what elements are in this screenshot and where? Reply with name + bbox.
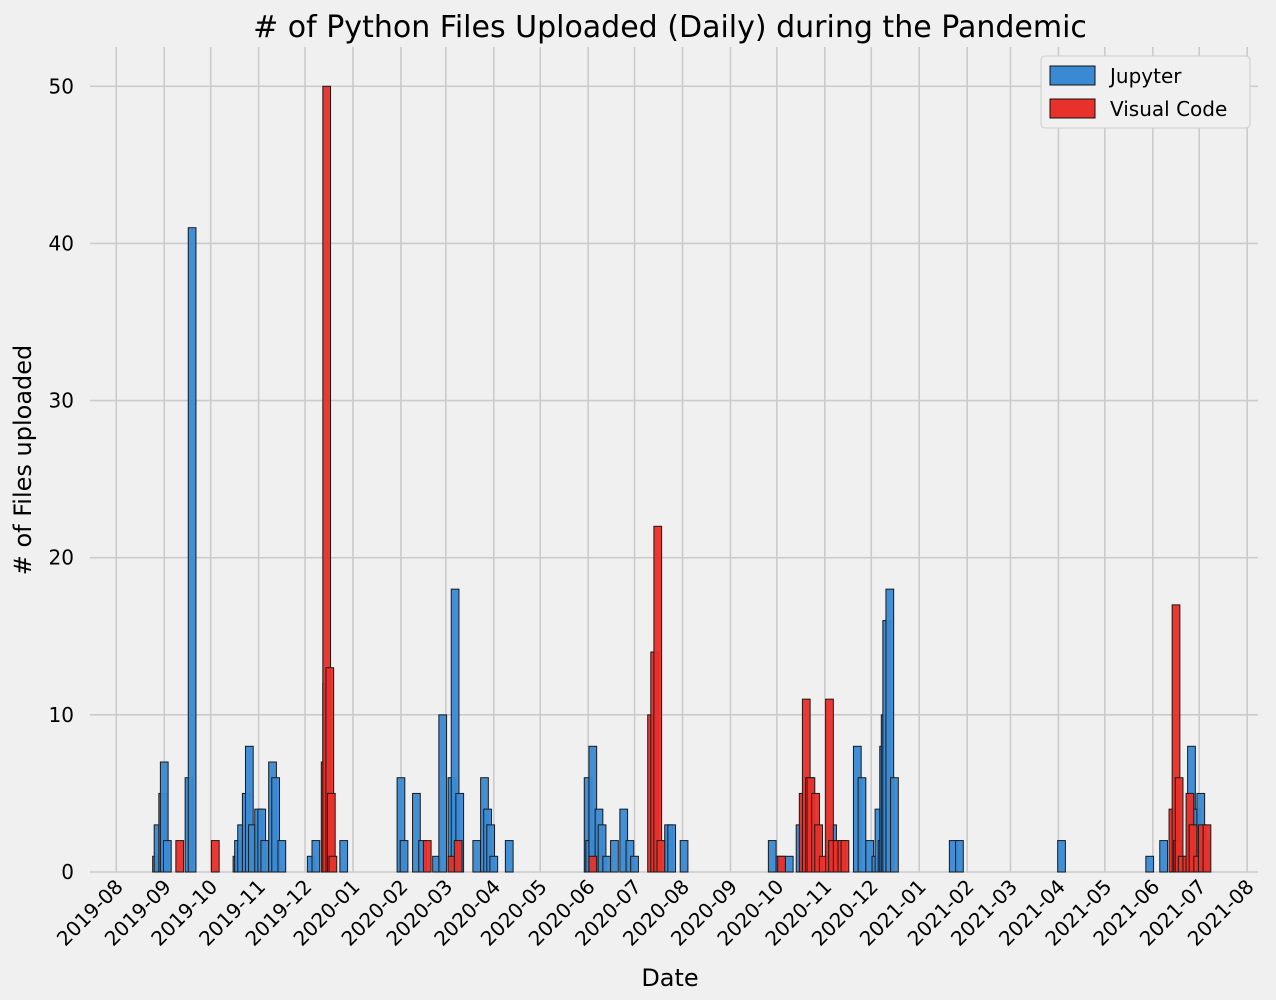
bar-jupyter [438, 714, 448, 873]
bar-visual-code [840, 840, 850, 873]
bar-visual-code [814, 824, 824, 873]
y-tick-label: 40 [49, 231, 74, 255]
bar-jupyter [489, 855, 499, 873]
bar-visual-code [588, 855, 598, 873]
bar-jupyter [162, 840, 172, 873]
y-tick-label: 50 [49, 74, 74, 98]
bar-jupyter [399, 840, 409, 873]
bar-visual-code [422, 840, 432, 873]
bar-jupyter [260, 840, 270, 873]
bar-jupyter [610, 840, 619, 873]
legend: Jupyter Visual Code [1040, 55, 1251, 129]
legend-label-jupyter: Jupyter [1108, 64, 1182, 88]
bar-jupyter [602, 855, 612, 873]
bar-jupyter [271, 777, 281, 873]
bar-visual-code [777, 855, 786, 873]
bars [152, 85, 1212, 873]
bar-visual-code [453, 840, 463, 873]
bar-jupyter [890, 777, 899, 873]
y-tick-label: 30 [49, 389, 74, 413]
bar-jupyter [412, 792, 421, 873]
bar-jupyter [1159, 840, 1168, 873]
bar-jupyter [667, 824, 677, 873]
y-tick-label: 0 [61, 860, 74, 884]
bar-jupyter [679, 840, 689, 873]
x-axis-label: Date [641, 964, 698, 992]
bar-visual-code [653, 525, 663, 873]
legend-swatch-visual-code [1049, 98, 1096, 119]
legend-label-visual-code: Visual Code [1110, 97, 1227, 121]
bar-visual-code [175, 840, 185, 873]
bar-jupyter [1057, 840, 1066, 873]
bar-jupyter [857, 777, 867, 873]
y-tick-label: 20 [49, 546, 74, 570]
bar-jupyter [885, 588, 895, 873]
bar-jupyter [339, 840, 349, 873]
bar-visual-code [328, 855, 338, 873]
bar-jupyter [784, 855, 794, 873]
legend-swatch-jupyter [1049, 65, 1096, 86]
bar-jupyter [597, 824, 607, 873]
y-tick-label: 10 [49, 703, 74, 727]
bar-jupyter [187, 227, 197, 873]
bar-visual-code [210, 840, 220, 873]
bar-jupyter [277, 840, 287, 873]
bar-jupyter [630, 855, 639, 873]
y-tick-labels: 0 10 20 30 40 50 [49, 74, 74, 884]
bar-jupyter [767, 840, 777, 873]
bar-jupyter [955, 840, 964, 873]
bar-visual-code [656, 840, 666, 873]
chart-title: # of Python Files Uploaded (Daily) durin… [253, 10, 1087, 45]
bar-visual-code [1188, 824, 1198, 873]
bar-jupyter [311, 840, 321, 873]
bar-jupyter [504, 840, 514, 873]
y-axis-label: # of Files uploaded [9, 345, 37, 576]
bar-visual-code [1202, 824, 1212, 873]
bar-jupyter [1145, 855, 1155, 873]
bar-jupyter [472, 840, 482, 873]
